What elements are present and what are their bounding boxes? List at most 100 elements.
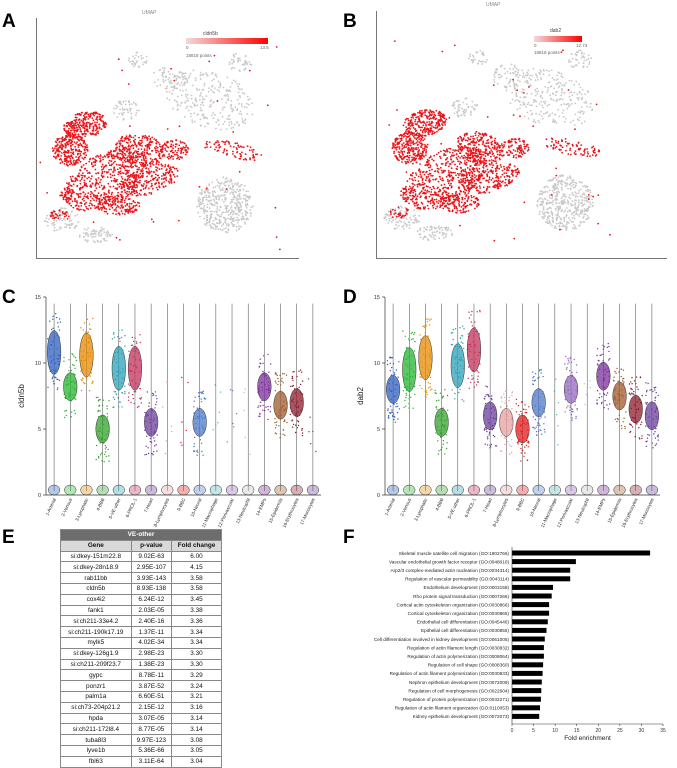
- violin-5-VE-other: [451, 304, 465, 495]
- bar-category-label: Skeletal muscle satellite cell migration…: [399, 551, 510, 556]
- bar: [512, 568, 570, 573]
- y-axis-label: cldn5b: [17, 384, 26, 408]
- x-tick-label: 8-Lymphocytes: [492, 497, 510, 528]
- pvalue-cell: 8.78E-11: [131, 670, 171, 681]
- x-tick-label: 14-EMPs: [255, 497, 268, 517]
- violin-14-EMPs: [596, 304, 610, 495]
- bar: [512, 662, 543, 667]
- umap-axes-a: [36, 18, 299, 259]
- x-tick-label: 12-Perivascular: [556, 497, 574, 528]
- violin-11-Macrophage: [549, 304, 561, 495]
- gene-cell: si:ch211-209f23.7: [61, 659, 132, 670]
- bar: [512, 705, 540, 710]
- x-tick-label: 11-Macrophage: [540, 497, 558, 528]
- bar-category-label: Arp2/3 complex-mediated actin nucleation…: [390, 568, 509, 573]
- pvalue-cell: 8.77E-05: [131, 724, 171, 735]
- violin-12-Perivascular: [564, 304, 578, 495]
- pvalue-cell: 9.97E-123: [131, 735, 171, 746]
- bar-category-label: Cell differentiation involved in kidney …: [374, 637, 510, 642]
- violin-12-Perivascular: [226, 304, 238, 495]
- x-tick-label: 8-Lymphocytes: [153, 497, 171, 528]
- violin-13-Neutrophil: [242, 304, 254, 495]
- x-tick-label: 16-Erythrocytes: [621, 497, 639, 529]
- gene-cell: lyve1b: [61, 745, 132, 756]
- bar: [512, 551, 650, 556]
- violin-7-Heart: [483, 304, 497, 495]
- pvalue-cell: 2.40E-16: [131, 616, 171, 627]
- gene-cell: tuba8l3: [61, 735, 132, 746]
- pvalue-cell: 2.03E-05: [131, 605, 171, 616]
- gene-cell: si:ch211-190k17.19: [61, 627, 132, 638]
- bar: [512, 628, 547, 633]
- gene-cell: rab11bb: [61, 573, 132, 584]
- x-tick-label: 17-Monocytes: [638, 497, 655, 526]
- col-pvalue: p-value: [131, 540, 171, 551]
- fold-change-cell: 3.38: [172, 605, 222, 616]
- y-tick-label: 15: [35, 295, 41, 301]
- x-tick-label: 7-Heart: [482, 497, 493, 514]
- gene-cell: si:dkey-126g1.9: [61, 648, 132, 659]
- fold-change-cell: 6.00: [172, 551, 222, 562]
- fold-change-cell: 3.34: [172, 627, 222, 638]
- legend-points-a: 18818 points: [186, 53, 212, 58]
- x-tick-label: 3-Lymphatic: [413, 497, 428, 522]
- violin-17-Monocytes: [307, 304, 319, 495]
- bar: [512, 576, 570, 581]
- bar-category-label: Regulation of actin filament polymerizat…: [390, 671, 510, 676]
- violin-4-BBB: [435, 304, 449, 495]
- y-axis-label: dab2: [356, 387, 365, 405]
- fold-change-cell: 3.30: [172, 648, 222, 659]
- bar: [512, 619, 548, 624]
- gene-cell: si:dkey-151m22.8: [61, 551, 132, 562]
- bar: [512, 585, 553, 590]
- x-tick-label: 10-Neural: [190, 497, 203, 517]
- x-tick-label: 15-Epidermis: [267, 497, 283, 524]
- violin-1-Arterial: [386, 304, 400, 495]
- x-tick-label: 4-BBB: [434, 497, 444, 511]
- x-tick-label: 9-BBC: [515, 497, 526, 512]
- fold-change-cell: 3.36: [172, 616, 222, 627]
- x-tick-label: 14-EMPs: [594, 497, 607, 517]
- gene-cell: fank1: [61, 605, 132, 616]
- fold-change-cell: 3.05: [172, 745, 222, 756]
- y-tick-label: 0: [38, 493, 41, 499]
- pvalue-cell: 8.93E-138: [131, 583, 171, 594]
- violin-17-Monocytes: [645, 304, 659, 495]
- x-tick-label: 17-Monocytes: [299, 497, 316, 526]
- bar: [512, 611, 549, 616]
- fold-change-cell: 3.16: [172, 702, 222, 713]
- legend-colorbar-b: [534, 36, 582, 42]
- violin-9-BBC: [178, 304, 190, 495]
- x-tick-label: 13-Neutrophil: [235, 497, 251, 524]
- pvalue-cell: 3.07E-05: [131, 713, 171, 724]
- legend-colorbar-a: [186, 38, 268, 44]
- x-tick-label: 7-Heart: [143, 497, 154, 514]
- pvalue-cell: 3.87E-52: [131, 681, 171, 692]
- pvalue-cell: 9.02E-63: [131, 551, 171, 562]
- violin-16-Erythrocytes: [290, 304, 304, 495]
- x-tick-label: 12-Perivascular: [217, 497, 235, 528]
- violin-5-VE-other: [112, 304, 126, 495]
- bar: [512, 602, 549, 607]
- bar: [512, 559, 576, 564]
- legend-min-b: 0: [534, 43, 537, 48]
- x-tick-label: 15-Epidermis: [606, 497, 622, 524]
- x-tick-label: 10: [552, 728, 558, 734]
- bar-category-label: Regulation of cell morphogenesis (GO:002…: [408, 688, 509, 693]
- panel-letter-e: E: [2, 527, 15, 549]
- violin-8-Lymphocytes: [162, 304, 174, 495]
- violin-4-BBB: [96, 304, 110, 495]
- x-tick-label: 16-Erythrocytes: [282, 497, 300, 529]
- pvalue-cell: 3.11E-64: [131, 756, 171, 767]
